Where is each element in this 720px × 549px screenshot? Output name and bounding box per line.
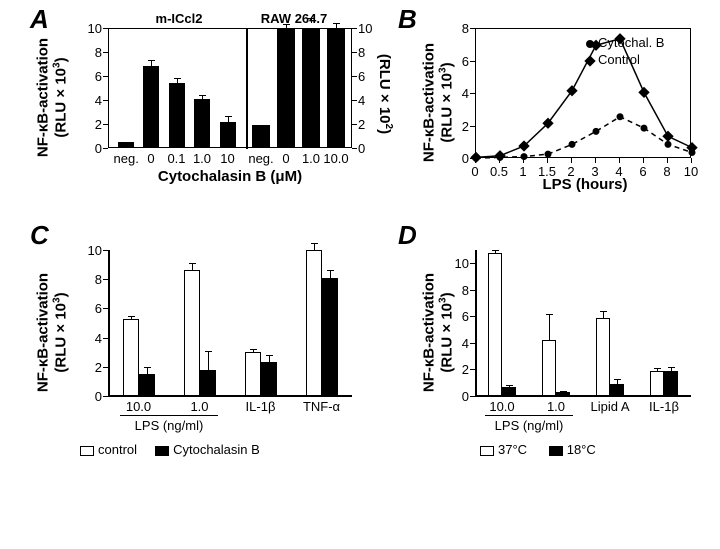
legend-box-white-d xyxy=(480,446,494,456)
legend-box-black xyxy=(155,446,169,456)
panel-c-legend: control Cytochalasin B xyxy=(80,442,260,457)
panel-d-legend: 37°C 18°C xyxy=(480,442,596,457)
panel-b-chart: Cytochal. B Control xyxy=(475,28,691,158)
legend-cyto-c: Cytochalasin B xyxy=(173,442,260,457)
panel-d-underline xyxy=(485,415,573,416)
panel-a-xlabel: Cytochalasin B (μM) xyxy=(130,168,330,185)
panel-c-label: C xyxy=(30,220,49,251)
panel-a-ylabel: NF-κB-activation(RLU × 103) xyxy=(35,28,70,168)
panel-c-underline xyxy=(120,415,218,416)
legend-control-c: control xyxy=(98,442,137,457)
legend-cyto: Cytochal. B xyxy=(598,35,664,50)
panel-d-lps-label: LPS (ng/ml) xyxy=(485,418,573,433)
panel-b-label: B xyxy=(398,4,417,35)
panel-b-ylabel: NF-κB-activation(RLU × 103) xyxy=(421,33,456,173)
legend-box-white xyxy=(80,446,94,456)
legend-control: Control xyxy=(598,52,640,67)
panel-c-ylabel: NF-κB-activation(RLU × 103) xyxy=(35,263,70,403)
legend-37: 37°C xyxy=(498,442,527,457)
panel-c-lps-label: LPS (ng/ml) xyxy=(120,418,218,433)
panel-a-title-left: m-ICcl2 xyxy=(129,11,229,26)
panel-b-legend: Cytochal. B Control xyxy=(586,35,664,67)
panel-d-label: D xyxy=(398,220,417,251)
legend-18: 18°C xyxy=(567,442,596,457)
legend-box-black-d xyxy=(549,446,563,456)
